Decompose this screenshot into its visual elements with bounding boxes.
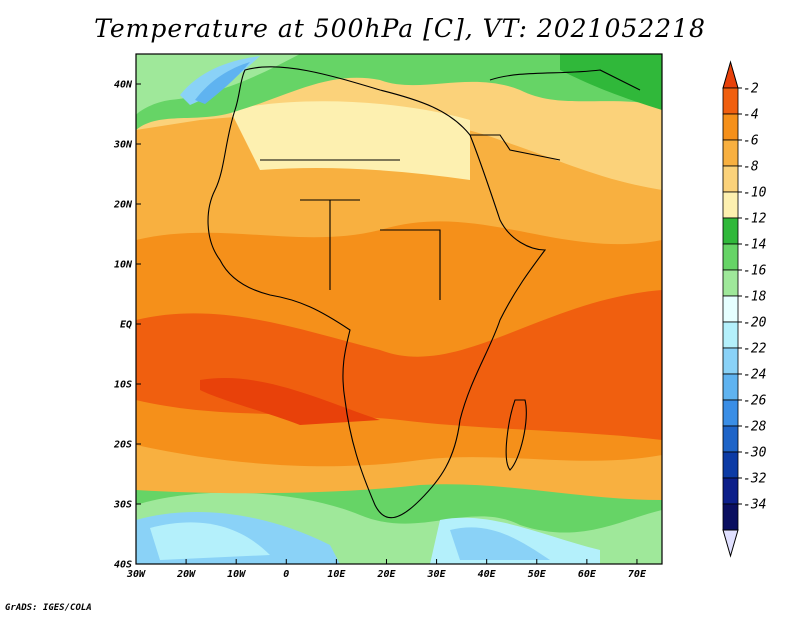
colorbar-label: -26	[743, 394, 767, 409]
lat-tick-label: 30S	[113, 500, 132, 511]
lon-tick-label: 10W	[227, 569, 246, 580]
colorbar-swatch	[722, 347, 739, 375]
colorbar-swatch	[722, 425, 739, 453]
colorbar-label: -12	[743, 212, 767, 227]
colorbar-swatch	[722, 243, 739, 271]
colorbar: -2 -4 -6 -8 -10 -12 -14 -16 -18 -20 -22 -24 -26 -28 -3…	[722, 60, 767, 558]
lon-tick-label: 30E	[427, 569, 447, 580]
colorbar-swatch	[722, 217, 739, 245]
colorbar-label: -30	[743, 446, 767, 461]
colorbar-label: -28	[743, 420, 767, 435]
colorbar-label: -8	[743, 160, 759, 175]
colorbar-swatch	[722, 373, 739, 401]
lon-tick-label: 20E	[376, 569, 396, 580]
lat-tick-label: 40N	[114, 80, 133, 91]
colorbar-label: -32	[743, 472, 767, 487]
colorbar-label: -4	[743, 108, 759, 123]
colorbar-label: -10	[743, 186, 767, 201]
colorbar-swatch	[722, 113, 739, 141]
colorbar-swatch	[722, 451, 739, 479]
lon-tick-label: 30W	[126, 569, 146, 580]
lon-tick-label: 70E	[628, 569, 647, 580]
colorbar-label: -22	[743, 342, 767, 357]
colorbar-bottom-arrow	[722, 529, 739, 558]
colorbar-swatch	[722, 321, 739, 349]
lat-tick-label: 10N	[114, 260, 133, 271]
coastlines	[207, 66, 641, 519]
lon-tick-label: 0	[283, 569, 289, 580]
lon-tick-label: 60E	[578, 569, 597, 580]
colorbar-label: -20	[743, 316, 767, 331]
colorbar-swatch	[722, 269, 739, 297]
colorbar-swatch	[722, 165, 739, 193]
colorbar-label: -24	[743, 368, 766, 383]
colorbar-label: -14	[743, 238, 766, 253]
colorbar-swatch	[722, 295, 739, 323]
map-title: Temperature at 500hPa [C], VT: 202105221…	[94, 14, 706, 43]
temperature-field	[136, 54, 662, 564]
colorbar-swatch	[722, 139, 739, 167]
lat-tick-label: 20S	[113, 440, 132, 451]
colorbar-label: -18	[743, 290, 767, 305]
grads-credit: GrADS: IGES/COLA	[5, 603, 92, 613]
lon-tick-label: 10E	[327, 569, 346, 580]
lat-tick-label: 20N	[113, 200, 133, 211]
lon-tick-label: 40E	[478, 569, 497, 580]
colorbar-swatch	[722, 87, 739, 115]
lat-tick-label: EQ	[120, 320, 132, 331]
map-frame	[135, 53, 663, 565]
colorbar-top-arrow	[722, 60, 739, 89]
lat-tick-label: 40S	[114, 560, 132, 571]
colorbar-swatch	[722, 503, 739, 531]
colorbar-swatch	[722, 191, 739, 219]
colorbar-label: -34	[743, 498, 766, 513]
colorbar-label: -2	[743, 82, 759, 97]
colorbar-label: -16	[743, 264, 767, 279]
colorbar-label: -6	[743, 134, 759, 149]
colorbar-swatch	[722, 399, 739, 427]
lat-tick-label: 30N	[113, 140, 133, 151]
lon-tick-label: 20W	[176, 569, 196, 580]
lat-tick-label: 10S	[114, 380, 132, 391]
colorbar-swatch	[722, 477, 739, 505]
latitude-axis: 40N 30N 20N 10N EQ 10S 20S 30S 40S	[113, 80, 141, 571]
lon-tick-label: 50E	[528, 569, 547, 580]
longitude-axis: 30W 20W 10W 0 10E 20E 30E 40E 50E 60E 70E	[126, 559, 647, 580]
